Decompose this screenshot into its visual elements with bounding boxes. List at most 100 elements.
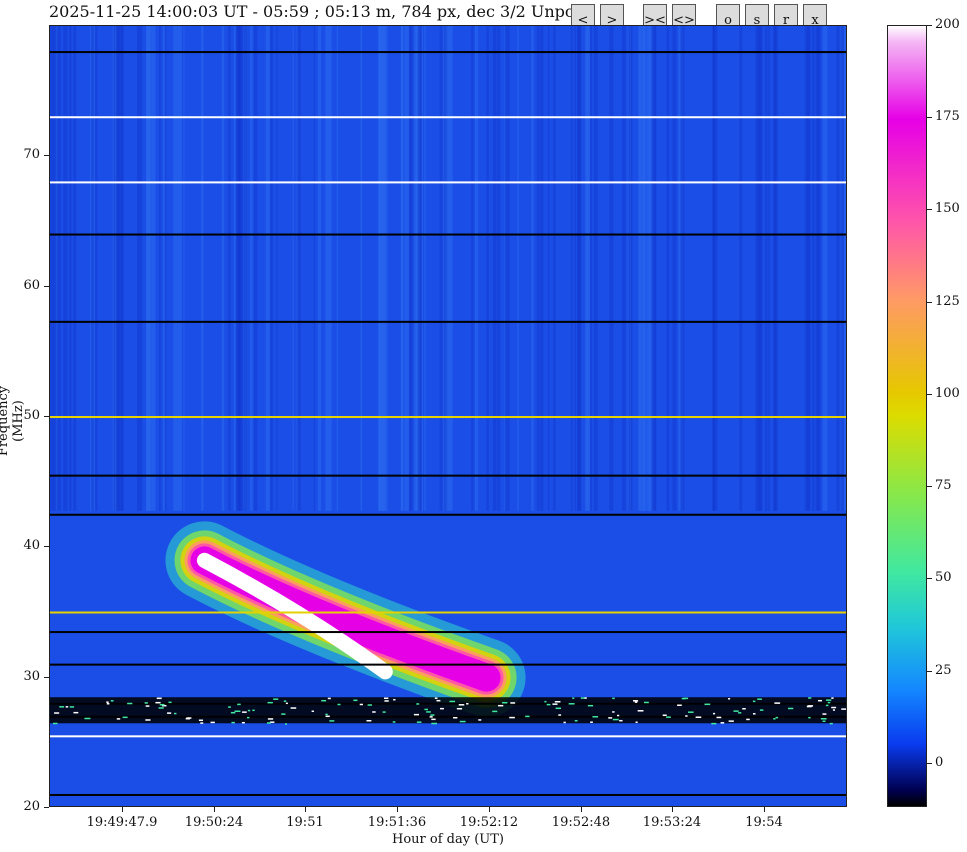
noise-speck — [808, 697, 812, 699]
noise-speck — [122, 716, 128, 719]
y-tick-mark — [44, 676, 49, 678]
noise-streak — [638, 26, 641, 511]
noise-streak — [836, 26, 840, 511]
noise-streak — [590, 26, 592, 511]
noise-speck — [54, 712, 60, 714]
noise-speck — [453, 716, 458, 719]
interference-line — [50, 416, 846, 418]
x-tick-label: 19:50:24 — [184, 815, 244, 830]
interference-line — [50, 320, 846, 323]
noise-streak — [609, 26, 614, 511]
noise-streak — [250, 26, 253, 511]
noise-speck — [145, 705, 150, 707]
colorbar-tick-label: 0 — [935, 754, 944, 770]
noise-speck — [325, 715, 330, 718]
noise-speck — [106, 701, 109, 703]
colorbar-tick-mark — [927, 670, 932, 672]
noise-streak — [651, 26, 657, 511]
noise-streak — [666, 26, 670, 511]
noise-streak — [52, 26, 57, 511]
noise-speck — [281, 713, 286, 715]
y-tick-mark — [44, 416, 49, 417]
colorbar-tick-label: 100 — [935, 385, 960, 401]
x-tick-mark — [764, 807, 765, 812]
noise-speck — [787, 707, 794, 710]
noise-speck — [156, 697, 162, 700]
noise-speck — [634, 701, 638, 703]
noise-streak — [382, 26, 388, 511]
noise-streak — [173, 26, 178, 511]
noise-streak — [326, 26, 332, 511]
noise-streak — [570, 26, 573, 511]
noise-speck — [416, 703, 420, 705]
noise-speck — [159, 703, 165, 706]
noise-speck — [311, 710, 314, 713]
noise-speck — [436, 699, 441, 702]
noise-speck — [632, 700, 639, 702]
noise-speck — [742, 708, 746, 710]
noise-speck — [752, 713, 756, 715]
noise-streak — [177, 26, 182, 511]
noise-streak — [807, 26, 811, 511]
colorbar-tick-label: 75 — [935, 478, 952, 494]
noise-speck — [829, 722, 833, 725]
noise-speck — [822, 720, 826, 723]
noise-streak — [444, 26, 446, 511]
noise-speck — [502, 701, 508, 704]
noise-speck — [283, 700, 287, 702]
noise-streak — [712, 26, 718, 511]
interference-line — [50, 233, 846, 236]
noise-speck — [685, 715, 688, 717]
noise-speck — [241, 721, 245, 724]
noise-speck — [720, 722, 725, 724]
noise-speck — [616, 714, 620, 717]
noise-speck — [168, 701, 172, 704]
noise-speck — [759, 709, 764, 711]
noise-speck — [237, 703, 241, 706]
interference-line — [50, 631, 846, 634]
noise-speck — [592, 716, 599, 718]
noise-streak — [245, 26, 248, 511]
noise-speck — [228, 706, 231, 708]
burst-feature — [165, 521, 526, 717]
noise-speck — [383, 697, 389, 700]
noise-speck — [458, 704, 465, 706]
noise-speck — [366, 720, 372, 722]
noise-speck — [831, 697, 834, 699]
interference-line — [50, 474, 846, 477]
noise-streak — [233, 26, 236, 511]
noise-speck — [554, 701, 561, 703]
noise-streak — [497, 26, 501, 511]
noise-speck — [818, 699, 822, 702]
colorbar-tick-mark — [927, 117, 932, 119]
noise-streak — [492, 26, 497, 511]
interference-line — [50, 513, 846, 516]
noise-streak — [646, 26, 650, 511]
interference-line — [50, 51, 846, 54]
noise-speck — [572, 697, 575, 699]
noise-streak — [292, 26, 294, 511]
noise-speck — [167, 712, 172, 714]
noise-speck — [161, 704, 167, 707]
y-tick-label: 20 — [23, 799, 40, 814]
noise-streak — [812, 26, 815, 511]
spectrogram-plot — [49, 25, 847, 807]
x-axis-label: Hour of day (UT) — [392, 832, 504, 847]
noise-speck — [774, 702, 781, 704]
noise-streak — [235, 26, 240, 511]
noise-speck — [558, 714, 562, 716]
interference-line — [50, 611, 846, 614]
noise-speck — [431, 718, 436, 721]
noise-speck — [200, 722, 204, 724]
noise-speck — [775, 716, 779, 719]
noise-speck — [757, 698, 762, 700]
noise-speck — [612, 697, 615, 700]
noise-speck — [806, 705, 812, 708]
noise-streak — [547, 26, 550, 511]
noise-speck — [267, 718, 274, 720]
noise-speck — [733, 710, 739, 712]
noise-streak — [817, 26, 821, 511]
noise-speck — [682, 697, 689, 700]
noise-speck — [267, 701, 273, 704]
noise-streak — [768, 26, 770, 511]
